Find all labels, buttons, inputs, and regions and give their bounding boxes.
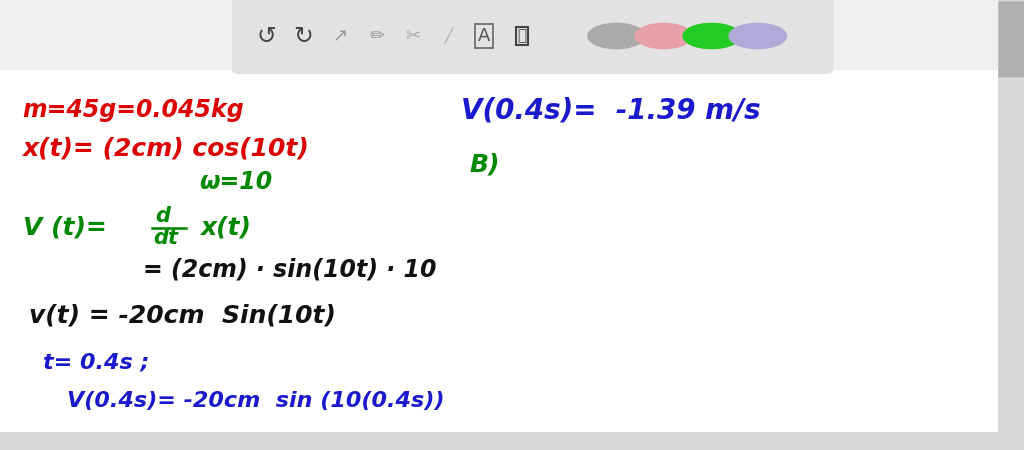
Text: V(0.4s)=  -1.39 m/s: V(0.4s)= -1.39 m/s	[461, 96, 761, 124]
Bar	[0, 70, 998, 436]
Text: ✏: ✏	[370, 27, 384, 45]
Circle shape	[683, 23, 740, 49]
Text: ↗: ↗	[333, 27, 347, 45]
FancyBboxPatch shape	[232, 0, 833, 73]
Text: d: d	[156, 206, 171, 226]
Bar	[0, 432, 998, 450]
Text: m=45g=0.045kg: m=45g=0.045kg	[23, 98, 244, 122]
Bar	[998, 0, 1024, 450]
FancyBboxPatch shape	[998, 1, 1024, 77]
Text: A: A	[478, 27, 490, 45]
Text: x(t): x(t)	[200, 215, 251, 239]
Circle shape	[729, 23, 786, 49]
Text: ↺: ↺	[256, 24, 276, 48]
Text: V(0.4s)= -20cm  sin (10(0.4s)): V(0.4s)= -20cm sin (10(0.4s))	[67, 391, 444, 410]
Circle shape	[588, 23, 645, 49]
Text: t= 0.4s ;: t= 0.4s ;	[43, 352, 150, 372]
Text: V (t)=: V (t)=	[23, 215, 106, 239]
Text: /: /	[444, 26, 453, 46]
Text: v(t) = -20cm  Sin(10t): v(t) = -20cm Sin(10t)	[29, 303, 336, 327]
Text: ✂: ✂	[406, 27, 420, 45]
Circle shape	[635, 23, 692, 49]
Text: ↻: ↻	[293, 24, 313, 48]
Text: B): B)	[469, 152, 500, 176]
Text: x(t)= (2cm) cos(10t): x(t)= (2cm) cos(10t)	[23, 136, 309, 161]
Text: ⛰: ⛰	[518, 28, 526, 44]
Text: = (2cm) · sin(10t) · 10: = (2cm) · sin(10t) · 10	[143, 258, 437, 282]
Text: dt: dt	[154, 229, 178, 248]
Text: ω=10: ω=10	[200, 170, 273, 194]
